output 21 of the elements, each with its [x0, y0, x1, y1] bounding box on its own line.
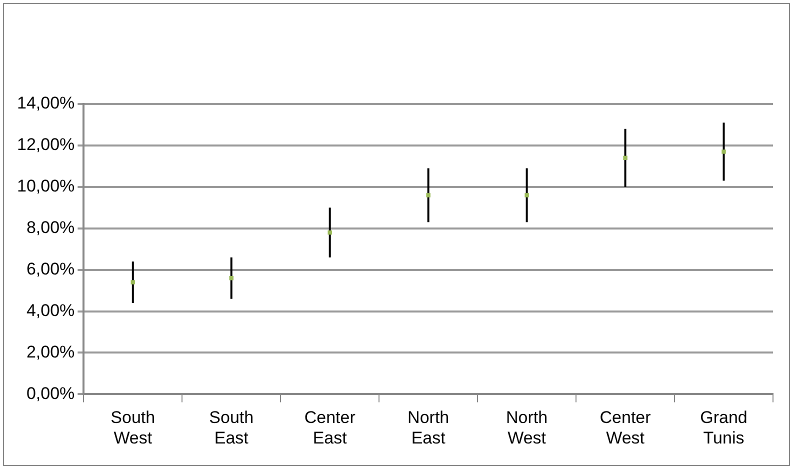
point: [130, 280, 136, 284]
x-tick-label: South East: [209, 408, 254, 448]
y-tick-label: 4,00%: [26, 300, 75, 320]
x-tick-label: Center East: [304, 408, 356, 448]
x-tick-label: North East: [408, 408, 450, 448]
x-tick-label: Grand Tunis: [700, 408, 748, 448]
y-tick-label: 0,00%: [26, 384, 75, 403]
point: [524, 193, 529, 198]
y-tick-label: 6,00%: [26, 260, 75, 279]
point: [328, 230, 332, 235]
x-tick-label: North West: [506, 408, 548, 448]
x-tick-label: Center West: [600, 408, 652, 448]
y-tick-label: 10,00%: [16, 176, 75, 196]
y-tick-label: 12,00%: [16, 135, 75, 154]
y-tick-label: 2,00%: [26, 342, 75, 362]
y-tick-label: 8,00%: [26, 218, 75, 238]
point: [722, 150, 726, 154]
point: [426, 193, 430, 198]
point: [623, 156, 628, 160]
x-tick-label: South West: [110, 408, 156, 448]
y-tick-label: 14,00%: [16, 94, 75, 113]
